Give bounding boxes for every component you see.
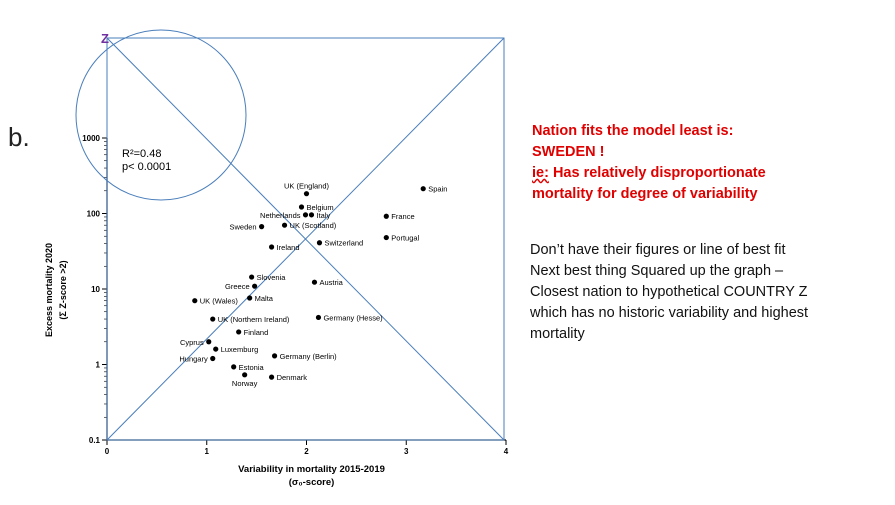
annotation-line-3-text: Has relatively disproportionate	[548, 165, 766, 181]
point-denmark	[268, 374, 275, 380]
point-label-hungary: Hungary	[179, 355, 208, 364]
point-netherlands	[302, 212, 309, 218]
point-label-netherlands: Netherlands	[260, 211, 301, 220]
point-norway	[242, 372, 248, 378]
overlay-diagonal-origin	[106, 37, 505, 441]
point-italy	[308, 212, 315, 218]
point-uk-wales	[192, 298, 198, 304]
annotation-line-1: Nation fits the model least is:	[532, 123, 734, 139]
annotation-line-2: SWEDEN !	[532, 144, 605, 160]
point-label-germany-berlin: Germany (Berlin)	[280, 352, 338, 361]
point-france	[383, 213, 389, 219]
point-label-ireland: Ireland	[277, 243, 300, 252]
point-label-switzerland: Switzerland	[324, 239, 363, 248]
point-slovenia	[249, 274, 255, 280]
point-malta	[247, 295, 253, 301]
y-tick-label: 100	[87, 210, 101, 219]
point-uk-scotland	[281, 222, 288, 228]
overlay-rectangle	[106, 37, 505, 441]
x-tick-label: 3	[404, 447, 409, 456]
point-label-slovenia: Slovenia	[257, 273, 287, 282]
y-tick-label: 10	[91, 285, 100, 294]
point-uk-northern-ireland	[210, 316, 216, 322]
point-label-greece: Greece	[225, 282, 250, 291]
overlay-circle	[75, 29, 247, 201]
point-portugal	[383, 234, 389, 241]
point-label-germany-hesse: Germany (Hesse)	[323, 313, 383, 322]
point-label-norway: Norway	[232, 379, 258, 388]
x-tick-label: 0	[105, 447, 110, 456]
annotation-line-3: ie: Has relatively disproportionate	[532, 163, 852, 184]
x-axis-ticks: 0 1 2 3 4	[105, 440, 509, 456]
commentary-line-3: Closest nation to hypothetical COUNTRY Z	[530, 284, 808, 300]
point-belgium	[298, 204, 305, 210]
y-axis-title: Excess mortality 2020	[44, 243, 54, 337]
x-tick-label: 1	[205, 447, 210, 456]
point-label-sweden: Sweden	[230, 223, 257, 232]
point-finland	[236, 329, 242, 335]
annotation-line-4: mortality for degree of variability	[532, 186, 758, 202]
point-ireland	[268, 244, 275, 250]
point-switzerland	[316, 240, 323, 246]
p-value-label: p< 0.0001	[122, 161, 171, 173]
commentary-line-1: Don’t have their figures or line of best…	[530, 242, 786, 258]
point-label-luxemburg: Luxemburg	[221, 345, 259, 354]
r-squared-label: R²=0.48	[122, 148, 161, 160]
point-label-estonia: Estonia	[239, 363, 265, 372]
point-label-uk-scotland: UK (Scotland)	[290, 221, 337, 230]
point-label-finland: Finland	[244, 328, 269, 337]
commentary-line-2: Next best thing Squared up the graph –	[530, 263, 784, 279]
overlay-square: Z	[75, 29, 505, 441]
point-luxemburg	[213, 346, 219, 352]
point-label-uk-wales: UK (Wales)	[200, 297, 239, 306]
point-label-denmark: Denmark	[277, 373, 308, 382]
y-axis-ticks: 0.1 1 10 100 1000	[82, 134, 107, 445]
point-label-cyprus: Cyprus	[180, 338, 204, 347]
point-sweden	[259, 224, 265, 230]
y-tick-label: 0.1	[89, 436, 101, 445]
point-label-italy: Italy	[316, 211, 330, 220]
point-germany-hesse	[315, 314, 322, 321]
x-axis-subtitle: (σ₀-score)	[289, 477, 335, 488]
y-tick-label: 1000	[82, 134, 100, 143]
point-cyprus	[206, 339, 212, 345]
y-tick-label: 1	[96, 361, 101, 370]
point-spain	[420, 186, 426, 192]
commentary-line-5: mortality	[530, 326, 585, 342]
point-label-uk-northern-ireland: UK (Northern Ireland)	[218, 315, 290, 324]
point-hungary	[210, 355, 216, 362]
point-greece	[252, 283, 258, 289]
point-label-uk-england: UK (England)	[284, 182, 330, 191]
commentary-line-4: which has no historic variability and hi…	[530, 305, 809, 321]
y-axis-subtitle: (Σ Z-score >2)	[58, 260, 68, 319]
panel-label: b.	[8, 122, 30, 152]
point-label-austria: Austria	[319, 278, 343, 287]
data-points: UK (England) Spain Belgium Netherlands Italy…	[179, 182, 447, 388]
x-tick-label: 4	[504, 447, 509, 456]
point-germany-berlin	[271, 353, 278, 359]
x-tick-label: 2	[304, 447, 309, 456]
country-z-label: Z	[101, 31, 109, 46]
point-austria	[311, 279, 318, 285]
commentary-note: Don’t have their figures or line of best…	[530, 240, 870, 345]
point-estonia	[231, 364, 237, 370]
point-label-france: France	[391, 212, 414, 221]
point-label-malta: Malta	[255, 294, 274, 303]
x-axis-title: Variability in mortality 2015-2019	[238, 464, 385, 475]
annotation-ie: ie:	[532, 165, 549, 181]
point-label-spain: Spain	[428, 185, 447, 194]
point-label-portugal: Portugal	[391, 234, 419, 243]
annotation-note: Nation fits the model least is: SWEDEN !…	[532, 121, 852, 205]
point-uk-england	[303, 191, 310, 197]
point-label-belgium: Belgium	[307, 203, 334, 212]
